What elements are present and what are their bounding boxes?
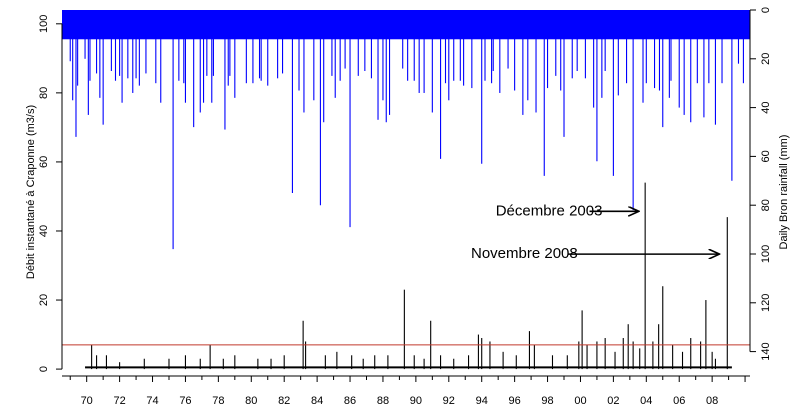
x-tick-label: 70 [81, 395, 93, 407]
x-tick-label: 06 [673, 395, 685, 407]
left-tick-label: 60 [38, 156, 50, 168]
x-tick-label: 82 [278, 395, 290, 407]
x-tick-label: 98 [541, 395, 553, 407]
right-tick-label: 0 [760, 7, 772, 13]
x-tick-label: 80 [245, 395, 257, 407]
left-tick-label: 40 [38, 225, 50, 237]
x-tick-label: 84 [311, 395, 323, 407]
right-tick-label: 40 [760, 101, 772, 113]
x-tick-label: 08 [706, 395, 718, 407]
left-tick-label: 100 [38, 15, 50, 33]
left-tick-label: 80 [38, 87, 50, 99]
x-tick-label: 86 [344, 395, 356, 407]
x-tick-label: 04 [640, 395, 652, 407]
left-tick-label: 0 [38, 366, 50, 372]
right-axis-title: Daily Bron rainfall (mm) [778, 135, 790, 250]
right-axis-ticks: 0 20 40 60 80 100 120 140 [750, 7, 772, 361]
left-axis-ticks: 0 20 40 60 80 100 [38, 15, 62, 372]
right-tick-label: 60 [760, 150, 772, 162]
right-tick-label: 120 [760, 294, 772, 312]
x-tick-label: 74 [146, 395, 158, 407]
x-tick-label: 88 [377, 395, 389, 407]
annotation-december-2003: Décembre 2003 [496, 202, 603, 219]
right-tick-label: 80 [760, 199, 772, 211]
x-tick-label: 90 [410, 395, 422, 407]
left-tick-label: 20 [38, 294, 50, 306]
x-axis-ticks: 70 72 74 76 78 80 82 84 86 88 90 92 94 96 98 00 02 04 06 08 [69, 376, 746, 407]
rainfall-dense-band [62, 10, 750, 40]
annotation-novembre-2008: Novembre 2008 [471, 245, 578, 262]
x-tick-label: 94 [476, 395, 488, 407]
x-tick-label: 96 [509, 395, 521, 407]
left-axis-title: Débit instantané à Craponne (m3/s) [25, 105, 37, 279]
x-tick-label: 72 [113, 395, 125, 407]
rainfall-series [62, 10, 750, 250]
right-tick-label: 20 [760, 53, 772, 65]
x-tick-label: 00 [574, 395, 586, 407]
right-tick-label: 140 [760, 342, 772, 360]
x-tick-label: 78 [212, 395, 224, 407]
x-tick-label: 76 [179, 395, 191, 407]
x-tick-label: 92 [443, 395, 455, 407]
right-tick-label: 100 [760, 245, 772, 263]
x-tick-label: 02 [607, 395, 619, 407]
